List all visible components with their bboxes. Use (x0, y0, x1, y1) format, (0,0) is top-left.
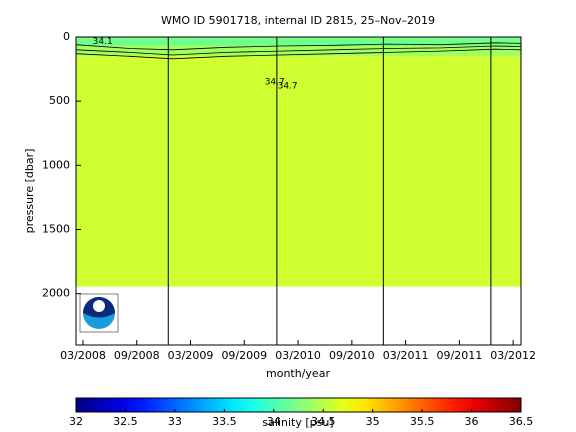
x-tick-label: 09/2010 (329, 349, 375, 362)
contour-line (75, 48, 522, 60)
x-tick-label: 03/2011 (383, 349, 429, 362)
colorbar (75, 397, 522, 413)
x-tick-label: 03/2008 (60, 349, 106, 362)
colorbar-tick-label: 32 (69, 415, 83, 428)
contour-label: 34.1 (93, 37, 113, 47)
x-axis-label: month/year (266, 367, 330, 380)
x-tick-label: 03/2010 (275, 349, 321, 362)
salinity-layer (76, 56, 521, 287)
contour-label: 34.7 (265, 77, 285, 87)
salinity-layer (76, 37, 521, 46)
colorbar-tick-label: 35.5 (410, 415, 435, 428)
x-tick-label: 09/2008 (114, 349, 160, 362)
x-tick-label: 03/2012 (490, 349, 536, 362)
y-tick-label: 500 (49, 94, 70, 107)
colorbar-tick-label: 33.5 (212, 415, 237, 428)
colorbar-label: salinity [psu] (262, 416, 333, 429)
y-tick-label: 0 (63, 30, 70, 43)
y-axis-label: pressure [dbar] (23, 149, 36, 234)
colorbar-tick-label: 34.5 (311, 415, 336, 428)
colorbar-tick-label: 35 (366, 415, 380, 428)
contour-line (75, 42, 522, 51)
y-tick-label: 2000 (42, 287, 70, 300)
colorbar-tick-label: 36 (465, 415, 479, 428)
colorbar-tick-label: 34 (267, 415, 281, 428)
contour-label: 34.7 (278, 81, 298, 91)
x-tick-label: 09/2011 (437, 349, 483, 362)
x-tick-label: 03/2009 (168, 349, 214, 362)
y-tick-label: 1000 (42, 158, 70, 171)
contour-line (75, 45, 522, 56)
noaa-logo (79, 293, 119, 333)
colorbar-tick-label: 32.5 (113, 415, 138, 428)
colorbar-tick-label: 36.5 (509, 415, 534, 428)
chart-title: WMO ID 5901718, internal ID 2815, 25–Nov… (161, 14, 435, 27)
x-tick-label: 09/2009 (221, 349, 267, 362)
salinity-layer (76, 45, 521, 57)
colorbar-tick-label: 33 (168, 415, 182, 428)
y-tick-label: 1500 (42, 223, 70, 236)
